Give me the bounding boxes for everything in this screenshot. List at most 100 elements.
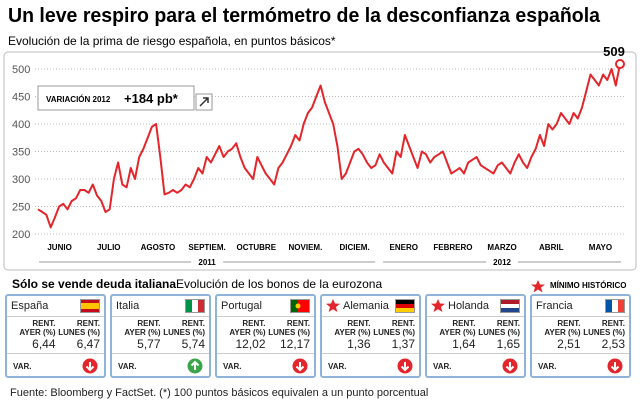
- column-label: RENT. AYER (%): [229, 319, 266, 337]
- line: [37, 63, 621, 229]
- value-column: RENT. AYER (%) 2,51: [536, 319, 581, 351]
- legend-label: MÍNIMO HISTÓRICO: [550, 281, 626, 290]
- record-star: [431, 299, 445, 312]
- value-column: RENT. LUNES (%) 6,47: [56, 319, 100, 351]
- flag: [605, 299, 625, 313]
- value-column: RENT. AYER (%) 6,44: [11, 319, 56, 351]
- card-values: RENT. AYER (%) 5,77 RENT. LUNES (%) 5,74: [112, 317, 209, 354]
- card-values: RENT. AYER (%) 6,44 RENT. LUNES (%) 6,47: [7, 317, 104, 354]
- year-label: 2012: [493, 258, 511, 267]
- y-tick-label: 250: [12, 202, 30, 214]
- card-change: VAR.: [7, 354, 104, 378]
- country-name: Francia: [536, 300, 573, 312]
- source: Fuente: Bloomberg y FactSet. (*) 100 pun…: [10, 387, 429, 399]
- column-label: RENT. LUNES (%): [163, 319, 205, 337]
- flag: [500, 299, 520, 313]
- card-header: Portugal: [217, 296, 314, 317]
- yield-value: 1,65: [496, 337, 520, 351]
- card-change: VAR.: [217, 354, 314, 378]
- x-tick-label: DICIEM.: [339, 243, 369, 252]
- x-tick-label: SEPTIEM.: [188, 243, 225, 252]
- card-change: VAR.: [322, 354, 419, 378]
- x-tick-label: JUNIO: [47, 243, 71, 252]
- flag: [80, 299, 100, 313]
- x-tick-label: ABRIL: [539, 243, 564, 252]
- card-change: VAR.: [112, 354, 209, 378]
- value-column: RENT. LUNES (%) 1,37: [371, 319, 415, 351]
- yield-value: 2,51: [557, 337, 581, 351]
- x-tick-label: OCTUBRE: [236, 243, 276, 252]
- x-tick-label: JULIO: [97, 243, 121, 252]
- yield-value: 1,36: [347, 337, 371, 351]
- country-name: Portugal: [221, 300, 262, 312]
- chart-title: Un leve respiro para el termómetro de la…: [8, 5, 601, 27]
- card-change: VAR.: [427, 354, 524, 378]
- column-label: RENT. LUNES (%): [268, 319, 310, 337]
- yield-value: 6,47: [76, 337, 100, 351]
- value-column: RENT. AYER (%) 12,02: [221, 319, 266, 351]
- column-label: RENT. AYER (%): [19, 319, 56, 337]
- chart-frame: [3, 51, 637, 271]
- card-values: RENT. AYER (%) 1,36 RENT. LUNES (%) 1,37: [322, 317, 419, 354]
- country-name: Italia: [116, 300, 140, 312]
- yield-value: 1,64: [452, 337, 476, 351]
- y-tick-label: 300: [12, 174, 30, 186]
- x-tick-label: AGOSTO: [141, 243, 176, 252]
- bonds-subtitle: Evolución de los bonos de la eurozona: [176, 277, 382, 291]
- chart-subtitle: Evolución de la prima de riesgo española…: [8, 34, 336, 48]
- yield-value: 2,53: [601, 337, 625, 351]
- bond-card: Holanda RENT. AYER (%) 1,64 RENT. LUNES (%)…: [425, 294, 526, 378]
- annotation-value: +184 pb*: [124, 91, 179, 106]
- annotation-arrow: [199, 97, 209, 107]
- card-change: VAR.: [532, 354, 629, 378]
- change-icon: [397, 358, 413, 374]
- bonds-title: Sólo se vende deuda italiana: [12, 277, 176, 291]
- year-label: 2011: [198, 258, 216, 267]
- yield-value: 6,44: [32, 337, 56, 351]
- y-tick-label: 400: [12, 119, 30, 131]
- country-name: España: [11, 300, 49, 312]
- yield-value: 5,74: [181, 337, 205, 351]
- column-label: RENT. LUNES (%): [478, 319, 520, 337]
- change-icon: [502, 358, 518, 374]
- annotation-label: VARIACIÓN 2012: [46, 95, 111, 104]
- legend-star: [531, 280, 545, 292]
- value-column: RENT. LUNES (%) 12,17: [266, 319, 310, 351]
- x-tick-label: NOVIEM.: [289, 243, 323, 252]
- var-label: VAR.: [118, 361, 137, 371]
- value-column: RENT. AYER (%) 5,77: [116, 319, 161, 351]
- yield-value: 12,17: [279, 337, 310, 351]
- card-header: Francia: [532, 296, 629, 317]
- y-tick-label: 500: [12, 64, 30, 76]
- country-name: Alemania: [343, 300, 389, 312]
- var-label: VAR.: [433, 361, 452, 371]
- change-icon: [187, 358, 203, 374]
- last-point: [615, 59, 625, 70]
- flag: [290, 299, 310, 313]
- y-tick-label: 450: [12, 92, 30, 104]
- value-column: RENT. AYER (%) 1,36: [326, 319, 371, 351]
- value-column: RENT. LUNES (%) 1,65: [476, 319, 520, 351]
- column-label: RENT. AYER (%): [334, 319, 371, 337]
- flag: [185, 299, 205, 313]
- card-header: Holanda: [427, 296, 524, 317]
- column-label: RENT. LUNES (%): [373, 319, 415, 337]
- record-star: [326, 299, 340, 312]
- y-tick-label: 200: [12, 229, 30, 241]
- annotation-box: [37, 85, 195, 111]
- yield-value: 1,37: [391, 337, 415, 351]
- chart: Un leve respiro para el termómetro de la…: [3, 5, 637, 292]
- x-tick-label: MAYO: [589, 243, 612, 252]
- card-header: Alemania: [322, 296, 419, 317]
- yield-value: 12,02: [235, 337, 266, 351]
- cards: España RENT. AYER (%) 6,44 RENT. LUNES (%) 6…: [5, 294, 635, 378]
- y-tick-label: 350: [12, 147, 30, 159]
- bond-card: Portugal RENT. AYER (%) 12,02 RENT. LUNES (…: [215, 294, 316, 378]
- change-icon: [607, 358, 623, 374]
- column-label: RENT. LUNES (%): [58, 319, 100, 337]
- bond-card: Alemania RENT. AYER (%) 1,36 RENT. LUNES (%…: [320, 294, 421, 378]
- column-label: RENT. LUNES (%): [583, 319, 625, 337]
- var-label: VAR.: [13, 361, 32, 371]
- yield-value: 5,77: [137, 337, 161, 351]
